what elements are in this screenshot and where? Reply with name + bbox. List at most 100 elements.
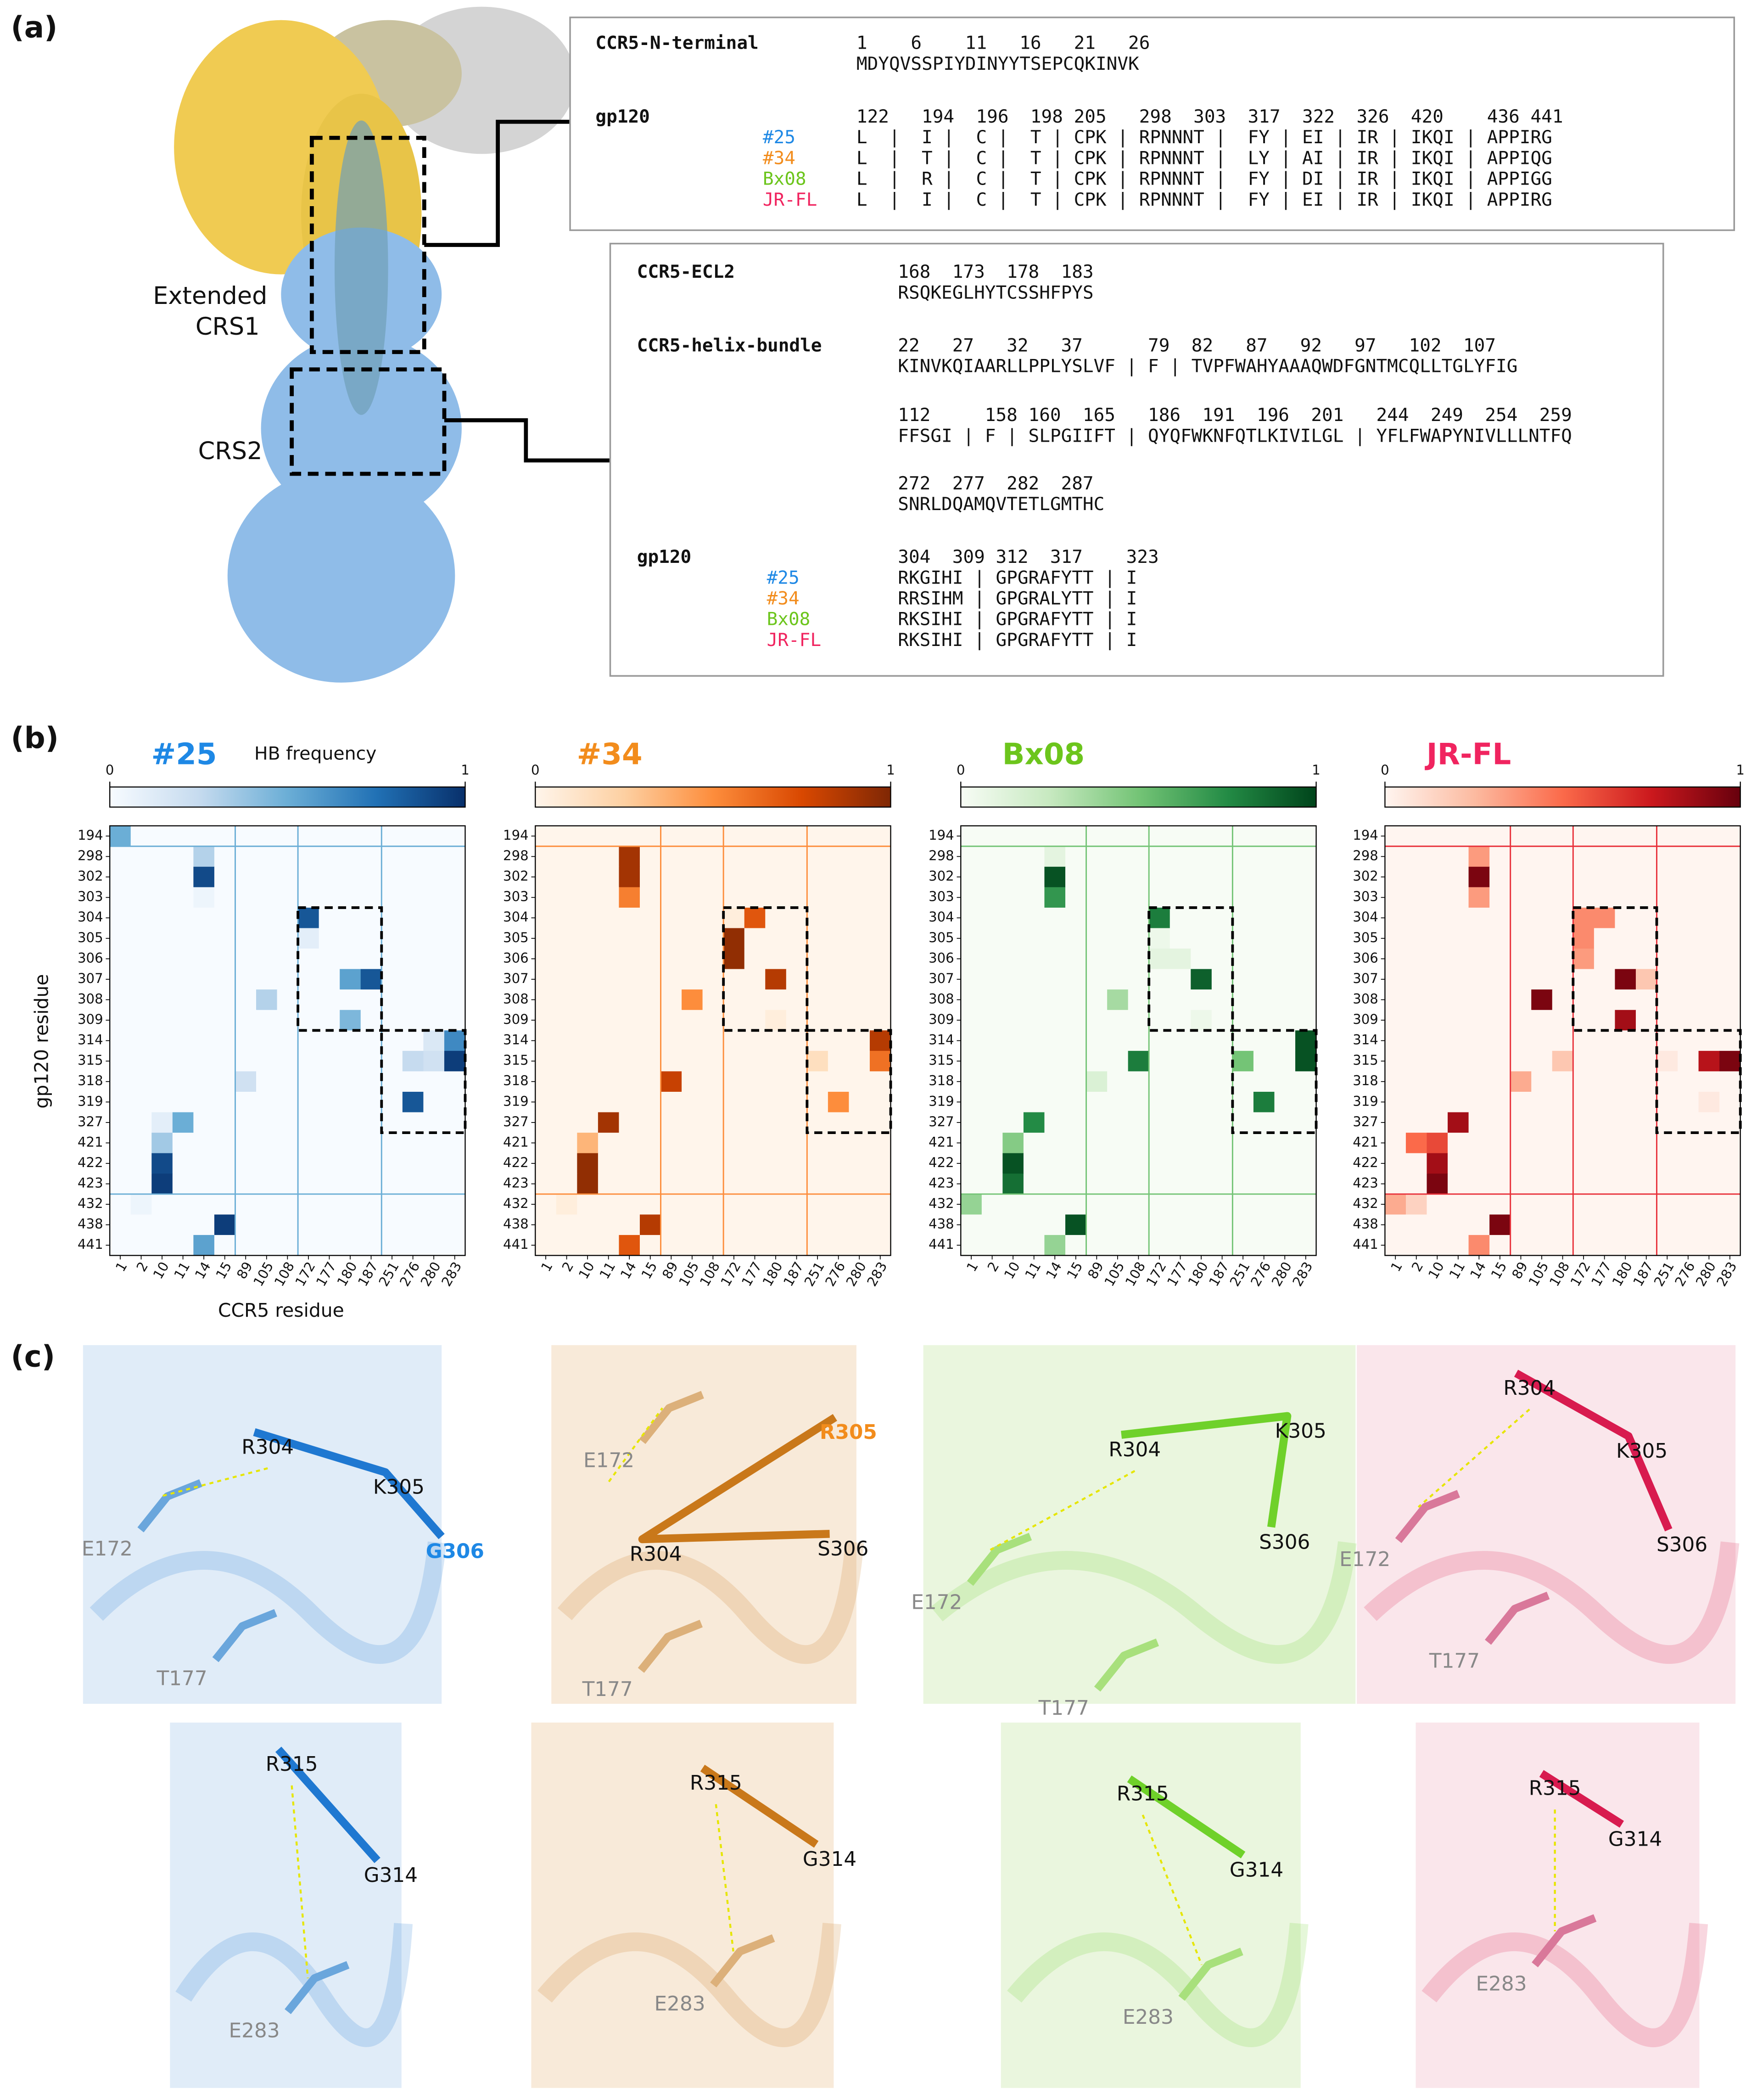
heatmap-cell xyxy=(981,1010,1003,1031)
heatmap-cell xyxy=(277,1194,298,1215)
heatmap-cell xyxy=(1448,846,1469,867)
heatmap-cell xyxy=(319,887,341,908)
heatmap-cell xyxy=(277,928,298,949)
heatmap-cell xyxy=(1253,866,1275,888)
heatmap-cell xyxy=(1698,1153,1720,1174)
heatmap-cell xyxy=(660,1071,682,1092)
heatmap-cell xyxy=(214,1091,236,1113)
y-tick-label: 432 xyxy=(78,1196,103,1211)
heatmap-cell xyxy=(172,1153,194,1174)
heatmap-cell xyxy=(1405,1235,1427,1256)
structure-render xyxy=(174,6,1735,683)
structure-snapshot xyxy=(170,1722,402,2088)
heatmap-cell xyxy=(340,1214,361,1235)
heatmap-cell xyxy=(723,825,745,847)
y-tick-label: 307 xyxy=(929,971,954,986)
heatmap-cell xyxy=(639,1091,661,1113)
residue-label: R304 xyxy=(1503,1376,1556,1400)
heatmap-cell xyxy=(1635,1174,1657,1195)
sequence: RKSIHI | GPGRAFYTT | I xyxy=(898,629,1137,651)
heatmap-cell xyxy=(1678,1235,1699,1256)
heatmap-cell xyxy=(1678,846,1699,867)
heatmap-cell xyxy=(1468,1194,1490,1215)
heatmap-cell xyxy=(1427,1010,1448,1031)
heatmap-cell xyxy=(1552,907,1574,929)
heatmap-cell xyxy=(1295,1030,1317,1051)
heatmap-cell xyxy=(744,1153,766,1174)
heatmap-cell xyxy=(723,928,745,949)
heatmap-cell xyxy=(1253,1071,1275,1092)
heatmap-cell xyxy=(1107,846,1129,867)
heatmap-cell xyxy=(1656,866,1678,888)
heatmap-cell xyxy=(556,907,578,929)
heatmap-cell xyxy=(444,1010,466,1031)
heatmap-cell xyxy=(1128,969,1150,990)
y-tick-label: 319 xyxy=(503,1093,529,1109)
heatmap-cell xyxy=(682,1030,703,1051)
cartoon xyxy=(537,1922,841,2047)
heatmap-cell xyxy=(298,1133,319,1154)
heatmap-cell xyxy=(340,1235,361,1256)
residue-stick xyxy=(137,1479,202,1533)
heatmap-cell xyxy=(214,1112,236,1133)
heatmap-cell xyxy=(1531,1153,1553,1174)
y-tick-label: 315 xyxy=(929,1052,954,1068)
heatmap-cell xyxy=(1510,1174,1532,1195)
heatmap-cell xyxy=(1468,928,1490,949)
heatmap-cell xyxy=(1169,866,1192,888)
heatmap-cell xyxy=(639,1133,661,1154)
heatmap-cell xyxy=(702,1235,724,1256)
y-tick-label: 438 xyxy=(503,1216,529,1232)
heatmap-cell xyxy=(1211,949,1233,970)
heatmap-cell xyxy=(682,1112,703,1133)
heatmap-cell xyxy=(1023,949,1045,970)
heatmap-cell xyxy=(1295,1010,1317,1031)
panel-label: (b) xyxy=(11,721,59,756)
heatmap-cell xyxy=(1719,907,1741,929)
heatmap-cell xyxy=(682,969,703,990)
heatmap-cell xyxy=(577,969,599,990)
heatmap-cell xyxy=(1448,949,1469,970)
y-tick-label: 298 xyxy=(78,848,103,864)
heatmap-cell xyxy=(1510,1153,1532,1174)
strain-name: Bx08 xyxy=(763,168,806,190)
heatmap-cell xyxy=(682,949,703,970)
heatmap-cell xyxy=(1169,1235,1192,1256)
heatmap-cell xyxy=(556,1214,578,1235)
heatmap-cell xyxy=(1023,1050,1045,1072)
heatmap-cell xyxy=(1594,1153,1616,1174)
heatmap-cell xyxy=(682,1174,703,1195)
heatmap-cell xyxy=(1191,928,1212,949)
residue-stick xyxy=(1514,1370,1673,1532)
heatmap-cell xyxy=(1405,969,1427,990)
heatmap-cell xyxy=(577,825,599,847)
region-name: CCR5-N-terminal xyxy=(595,33,758,54)
heatmap-cell xyxy=(1044,949,1066,970)
heatmap-cell xyxy=(1719,969,1741,990)
residue-label: K305 xyxy=(1275,1419,1326,1443)
heatmap-cell xyxy=(1594,1194,1616,1215)
residue-stick xyxy=(275,1746,380,1863)
y-tick-label: 314 xyxy=(1353,1032,1378,1048)
heatmap-cell xyxy=(849,907,870,929)
heatmap-cell xyxy=(340,1091,361,1113)
heatmap-cell xyxy=(723,949,745,970)
heatmap-cell xyxy=(1149,1153,1170,1174)
colorbar xyxy=(535,786,891,808)
heatmap-cell xyxy=(639,928,661,949)
x-tick-label: 11 xyxy=(1022,1259,1044,1281)
heatmap-cell xyxy=(1044,907,1066,929)
heatmap-cell xyxy=(744,825,766,847)
heatmap-cell xyxy=(256,1194,278,1215)
heatmap-cell xyxy=(1023,1174,1045,1195)
heatmap-cell xyxy=(765,887,787,908)
heatmap-cell xyxy=(828,1112,850,1133)
heatmap-cell xyxy=(961,1235,982,1256)
heatmap-cell xyxy=(849,1030,870,1051)
heatmap-cell xyxy=(1405,1214,1427,1235)
heatmap-cell xyxy=(1065,1030,1087,1051)
x-tick-label: 172 xyxy=(1567,1259,1594,1289)
heatmap-cell xyxy=(1698,1174,1720,1195)
heatmap-cell xyxy=(1149,949,1170,970)
residue-numbers: 122 194 196 198 205 298 303 317 322 326 … xyxy=(856,106,1563,127)
